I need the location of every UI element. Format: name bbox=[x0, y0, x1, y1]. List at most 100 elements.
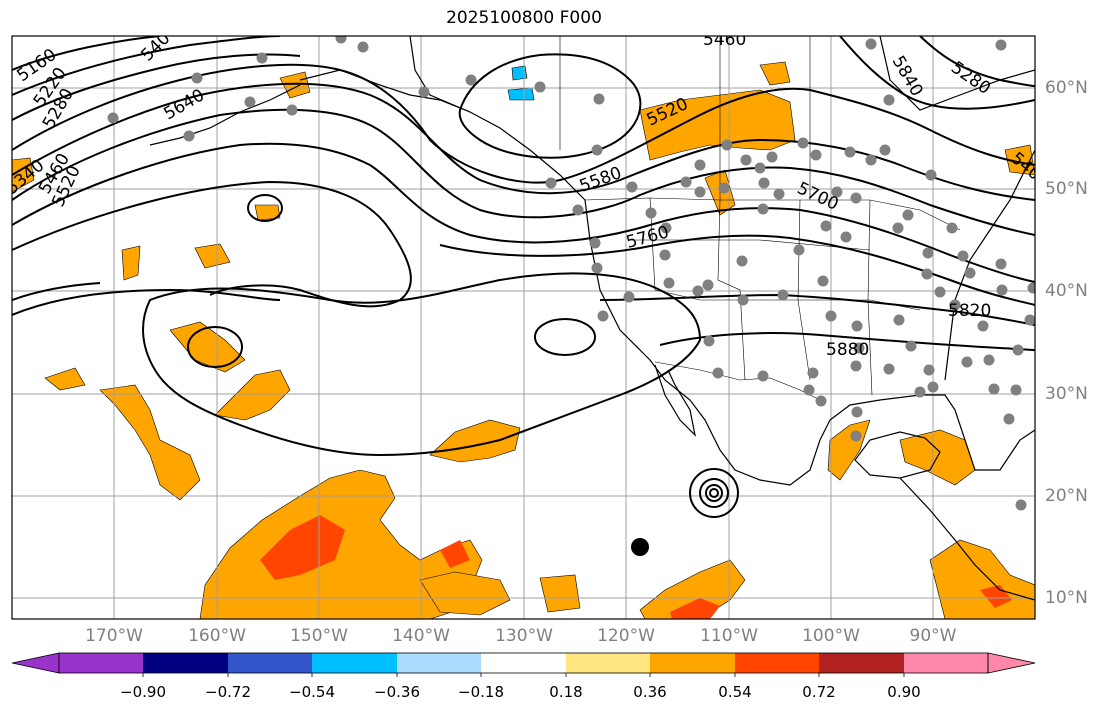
station-dot bbox=[740, 154, 752, 166]
station-dot bbox=[597, 310, 609, 322]
station-dot bbox=[191, 72, 203, 84]
station-dot bbox=[737, 294, 749, 306]
station-dot bbox=[626, 181, 638, 193]
station-dot bbox=[995, 258, 1007, 270]
station-dot bbox=[645, 207, 657, 219]
station-dot bbox=[758, 177, 770, 189]
colorbar bbox=[11, 652, 1036, 677]
coastline-east bbox=[944, 149, 1035, 381]
shade-region-4 bbox=[214, 369, 291, 421]
station-dots bbox=[107, 36, 1035, 511]
coastline-north-america bbox=[409, 36, 1035, 486]
contour-line-15 bbox=[919, 36, 1035, 87]
station-dot bbox=[949, 299, 961, 311]
contour-label: 5840 bbox=[888, 53, 927, 100]
shade-region-19 bbox=[254, 204, 281, 221]
colorbar-segment bbox=[143, 653, 228, 673]
contour-label: 540 bbox=[137, 28, 174, 65]
shade-region-23 bbox=[507, 87, 535, 101]
lon-tick-label: 100°W bbox=[802, 626, 860, 646]
station-dot bbox=[820, 220, 832, 232]
hurricane-contour-4 bbox=[709, 488, 719, 498]
colorbar-extend-left bbox=[11, 652, 60, 674]
station-dot bbox=[718, 182, 730, 194]
lat-tick-label: 20°N bbox=[1045, 486, 1088, 506]
contour-line-8 bbox=[12, 180, 412, 308]
station-dot bbox=[883, 363, 895, 375]
station-dot bbox=[964, 267, 976, 279]
colorbar-segment bbox=[397, 653, 481, 673]
station-dot bbox=[591, 144, 603, 156]
station-dot bbox=[914, 386, 926, 398]
station-dot bbox=[1015, 499, 1027, 511]
map-frame bbox=[11, 35, 1036, 620]
station-dot bbox=[766, 151, 778, 163]
coastline-hudson bbox=[879, 36, 1035, 111]
station-dot bbox=[883, 94, 895, 106]
station-dot bbox=[712, 367, 724, 379]
lat-tick-label: 30°N bbox=[1045, 384, 1088, 404]
station-dot bbox=[995, 39, 1007, 51]
station-dot bbox=[244, 96, 256, 108]
colorbar-segment bbox=[650, 653, 735, 673]
station-dot bbox=[927, 381, 939, 393]
station-dot bbox=[807, 367, 819, 379]
station-dot bbox=[589, 237, 601, 249]
station-dot bbox=[892, 222, 904, 234]
station-dot bbox=[593, 93, 605, 105]
shade-region-12 bbox=[639, 89, 796, 161]
station-dot bbox=[757, 370, 769, 382]
station-dot bbox=[335, 36, 347, 44]
contour-line-7 bbox=[12, 142, 1035, 283]
shade-region-16 bbox=[12, 157, 35, 193]
state-line-5 bbox=[630, 239, 871, 251]
contour-label: 5760 bbox=[624, 222, 671, 253]
station-dot bbox=[660, 222, 672, 234]
station-dot bbox=[703, 335, 715, 347]
map-title: 2025100800 F000 bbox=[446, 8, 602, 28]
colorbar-extend-right bbox=[987, 652, 1036, 674]
contour-closed-low-2 bbox=[247, 194, 283, 222]
station-dot bbox=[797, 137, 809, 149]
contour-line-9 bbox=[439, 234, 1035, 306]
station-dot bbox=[851, 320, 863, 332]
colorbar-segment bbox=[228, 653, 312, 673]
station-dot bbox=[825, 310, 837, 322]
hurricane-contour-1 bbox=[689, 468, 739, 518]
contour-line-16 bbox=[458, 53, 642, 159]
colorbar-tick-label: −0.36 bbox=[374, 683, 420, 701]
contour-line-1 bbox=[12, 36, 161, 71]
station-dot bbox=[850, 192, 862, 204]
hurricane-contour-3 bbox=[705, 484, 723, 502]
station-dot bbox=[545, 177, 557, 189]
contour-line-2 bbox=[12, 36, 281, 96]
station-dot bbox=[925, 169, 937, 181]
colorbar-tick-label: 0.54 bbox=[718, 683, 752, 701]
station-dot bbox=[623, 291, 635, 303]
colorbar-tick-label: 0.90 bbox=[887, 683, 921, 701]
coastlines bbox=[149, 36, 1035, 601]
lon-tick-label: 90°W bbox=[909, 626, 957, 646]
shade-region-11 bbox=[929, 539, 1035, 619]
lat-tick-label: 10°N bbox=[1045, 588, 1088, 608]
station-dot bbox=[921, 268, 933, 280]
station-dot bbox=[1012, 344, 1024, 356]
colorbar-tick-label: −0.18 bbox=[458, 683, 504, 701]
station-dot bbox=[663, 277, 675, 289]
station-dot bbox=[694, 159, 706, 171]
shade-region-20 bbox=[1004, 144, 1035, 176]
station-dot bbox=[736, 255, 748, 267]
colorbar-tick-label: 0.36 bbox=[633, 683, 667, 701]
coastline-alaska bbox=[299, 69, 471, 113]
station-dot bbox=[1027, 282, 1035, 294]
shade-region-6 bbox=[44, 367, 86, 391]
station-dot bbox=[879, 144, 891, 156]
station-dot bbox=[831, 186, 843, 198]
lat-tick-label: 40°N bbox=[1045, 281, 1088, 301]
lon-tick-label: 160°W bbox=[188, 626, 246, 646]
contour-label: 5880 bbox=[826, 340, 869, 360]
station-dot bbox=[754, 162, 766, 174]
colorbar-segment bbox=[312, 653, 397, 673]
hurricane-contour-2 bbox=[699, 478, 729, 508]
contour-closed-low-1 bbox=[187, 326, 243, 368]
